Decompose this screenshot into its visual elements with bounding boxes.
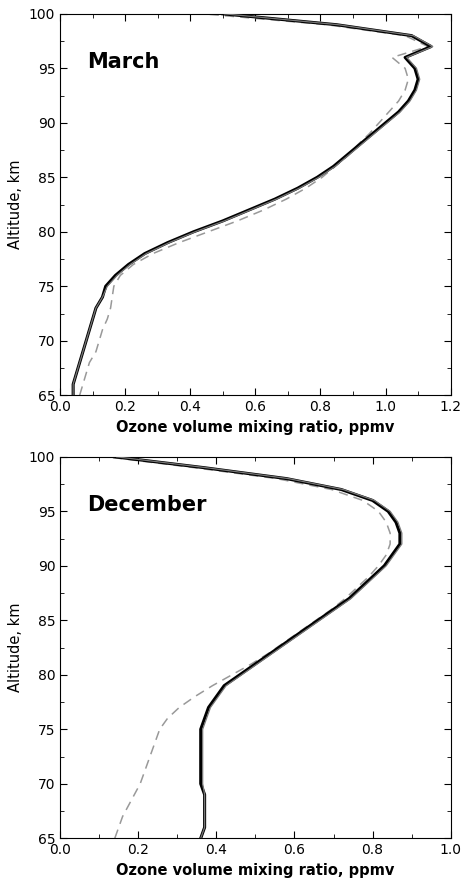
X-axis label: Ozone volume mixing ratio, ppmv: Ozone volume mixing ratio, ppmv [116, 863, 395, 878]
Text: March: March [87, 52, 160, 72]
X-axis label: Ozone volume mixing ratio, ppmv: Ozone volume mixing ratio, ppmv [116, 420, 395, 435]
Text: December: December [87, 495, 207, 515]
Y-axis label: Altitude, km: Altitude, km [8, 159, 24, 249]
Y-axis label: Altitude, km: Altitude, km [8, 602, 24, 692]
